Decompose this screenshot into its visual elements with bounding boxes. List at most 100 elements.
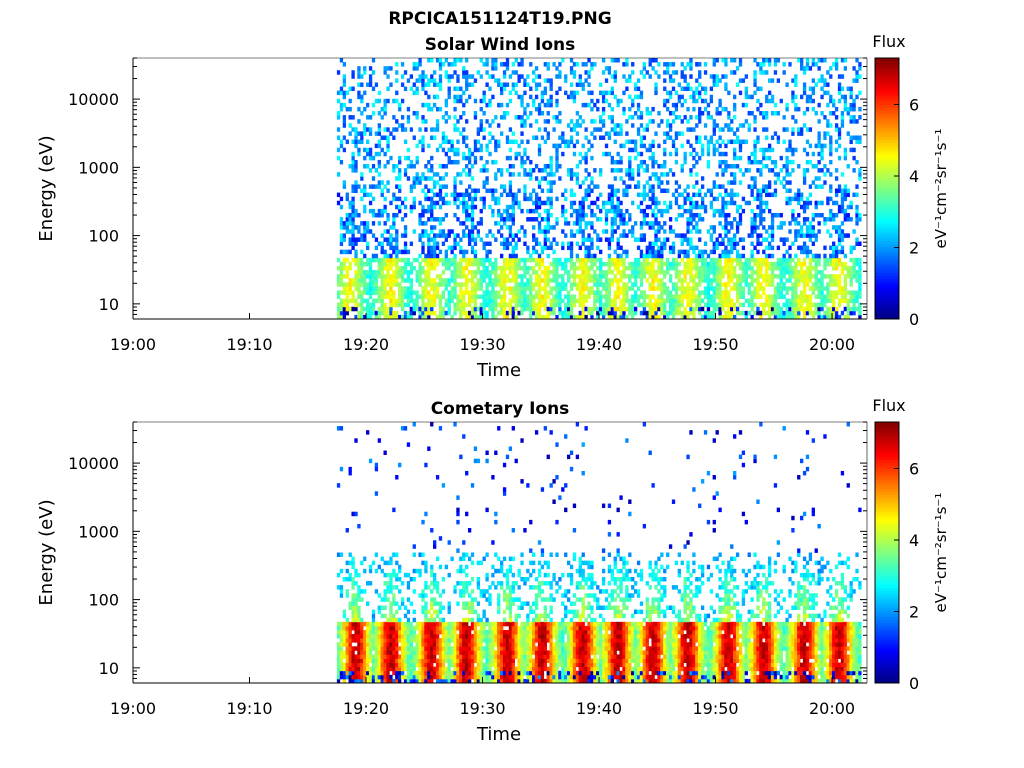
heatmap-cell: [523, 192, 527, 198]
heatmap-cell: [584, 62, 588, 67]
heatmap-cell: [406, 106, 411, 112]
heatmap-cell: [706, 270, 711, 275]
heatmap-cell: [456, 86, 460, 92]
heatmap-cell: [488, 102, 492, 108]
heatmap-cell: [508, 298, 513, 304]
heatmap-cell: [654, 298, 658, 304]
heatmap-cell: [837, 127, 842, 132]
heatmap-cell: [604, 143, 609, 149]
heatmap-cell: [642, 265, 647, 271]
heatmap-cell: [368, 131, 373, 136]
heatmap-cell: [855, 208, 859, 214]
heatmap-cell: [552, 265, 556, 271]
heatmap-cell: [348, 298, 352, 304]
heatmap-cell: [657, 176, 661, 181]
heatmap-cell: [846, 233, 850, 238]
heatmap-cell: [674, 257, 679, 263]
heatmap-cell: [805, 294, 810, 300]
heatmap-cell: [383, 98, 387, 104]
heatmap-cell: [465, 278, 469, 283]
heatmap-cell: [735, 82, 740, 87]
heatmap-cell: [671, 314, 676, 320]
heatmap-cell: [456, 233, 460, 238]
heatmap-cell: [794, 274, 798, 279]
heatmap-cell: [631, 176, 635, 181]
heatmap-cell: [797, 188, 801, 193]
heatmap-cell: [578, 274, 582, 279]
heatmap-cell: [450, 229, 454, 234]
heatmap-cell: [363, 208, 367, 214]
heatmap-cell: [578, 221, 582, 226]
heatmap-cell: [767, 143, 772, 149]
heatmap-cell: [840, 294, 845, 300]
heatmap-cell: [808, 66, 813, 71]
heatmap-cell: [709, 188, 714, 193]
heatmap-cell: [668, 94, 673, 100]
heatmap-cell: [829, 208, 833, 214]
heatmap-cell: [852, 192, 856, 198]
heatmap-cell: [689, 200, 693, 206]
heatmap-cell: [581, 86, 585, 92]
heatmap-cell: [354, 225, 358, 230]
heatmap-cell: [689, 143, 693, 149]
heatmap-cell: [712, 306, 716, 312]
heatmap-cell: [453, 98, 457, 104]
heatmap-cell: [636, 94, 641, 100]
heatmap-cell: [738, 180, 743, 185]
heatmap-cell: [453, 188, 457, 193]
heatmap-cell: [453, 261, 457, 267]
heatmap-cell: [421, 270, 425, 275]
heatmap-cell: [811, 86, 815, 92]
heatmap-cell: [727, 139, 731, 145]
heatmap-cell: [834, 245, 839, 251]
heatmap-cell: [834, 168, 839, 173]
heatmap-cell: [829, 143, 833, 149]
heatmap-cell: [377, 98, 381, 104]
heatmap-cell: [712, 143, 716, 149]
heatmap-cell: [596, 237, 600, 242]
heatmap-cell: [383, 249, 387, 255]
heatmap-cell: [648, 241, 652, 246]
heatmap-cell: [421, 314, 425, 320]
heatmap-cell: [770, 225, 775, 230]
heatmap-cell: [773, 290, 778, 295]
heatmap-cell: [756, 286, 760, 291]
heatmap-cell: [502, 298, 507, 304]
heatmap-cell: [698, 302, 702, 308]
heatmap-cell: [374, 143, 379, 149]
heatmap-cell: [677, 261, 681, 267]
heatmap-cell: [776, 172, 781, 177]
heatmap-cell: [622, 282, 626, 287]
heatmap-cell: [741, 294, 746, 300]
heatmap-cell: [502, 217, 507, 222]
heatmap-cell: [485, 70, 489, 75]
heatmap-cell: [377, 111, 381, 116]
heatmap-cell: [698, 298, 702, 304]
heatmap-cell: [400, 217, 405, 222]
heatmap-cell: [770, 192, 775, 198]
heatmap-cell: [424, 221, 428, 226]
heatmap-cell: [479, 143, 483, 149]
heatmap-cell: [467, 184, 472, 189]
heatmap-cell: [698, 282, 702, 287]
heatmap-cell: [823, 131, 827, 136]
heatmap-cell: [549, 155, 553, 161]
heatmap-cell: [406, 278, 411, 283]
heatmap-cell: [738, 286, 743, 291]
heatmap-cell: [668, 278, 673, 283]
heatmap-cell: [529, 208, 533, 214]
heatmap-cell: [599, 278, 603, 283]
heatmap-cell: [805, 204, 810, 210]
heatmap-cell: [351, 204, 355, 210]
heatmap-cell: [855, 221, 859, 226]
heatmap-cell: [523, 151, 527, 157]
heatmap-cell: [438, 233, 443, 238]
heatmap-cell: [537, 225, 542, 230]
heatmap-cell: [642, 212, 647, 218]
heatmap-cell: [695, 294, 699, 300]
heatmap-cell: [351, 290, 355, 295]
heatmap-cell: [366, 314, 370, 320]
heatmap-cell: [491, 94, 495, 100]
heatmap-cell: [421, 208, 425, 214]
heatmap-cell: [412, 62, 416, 67]
